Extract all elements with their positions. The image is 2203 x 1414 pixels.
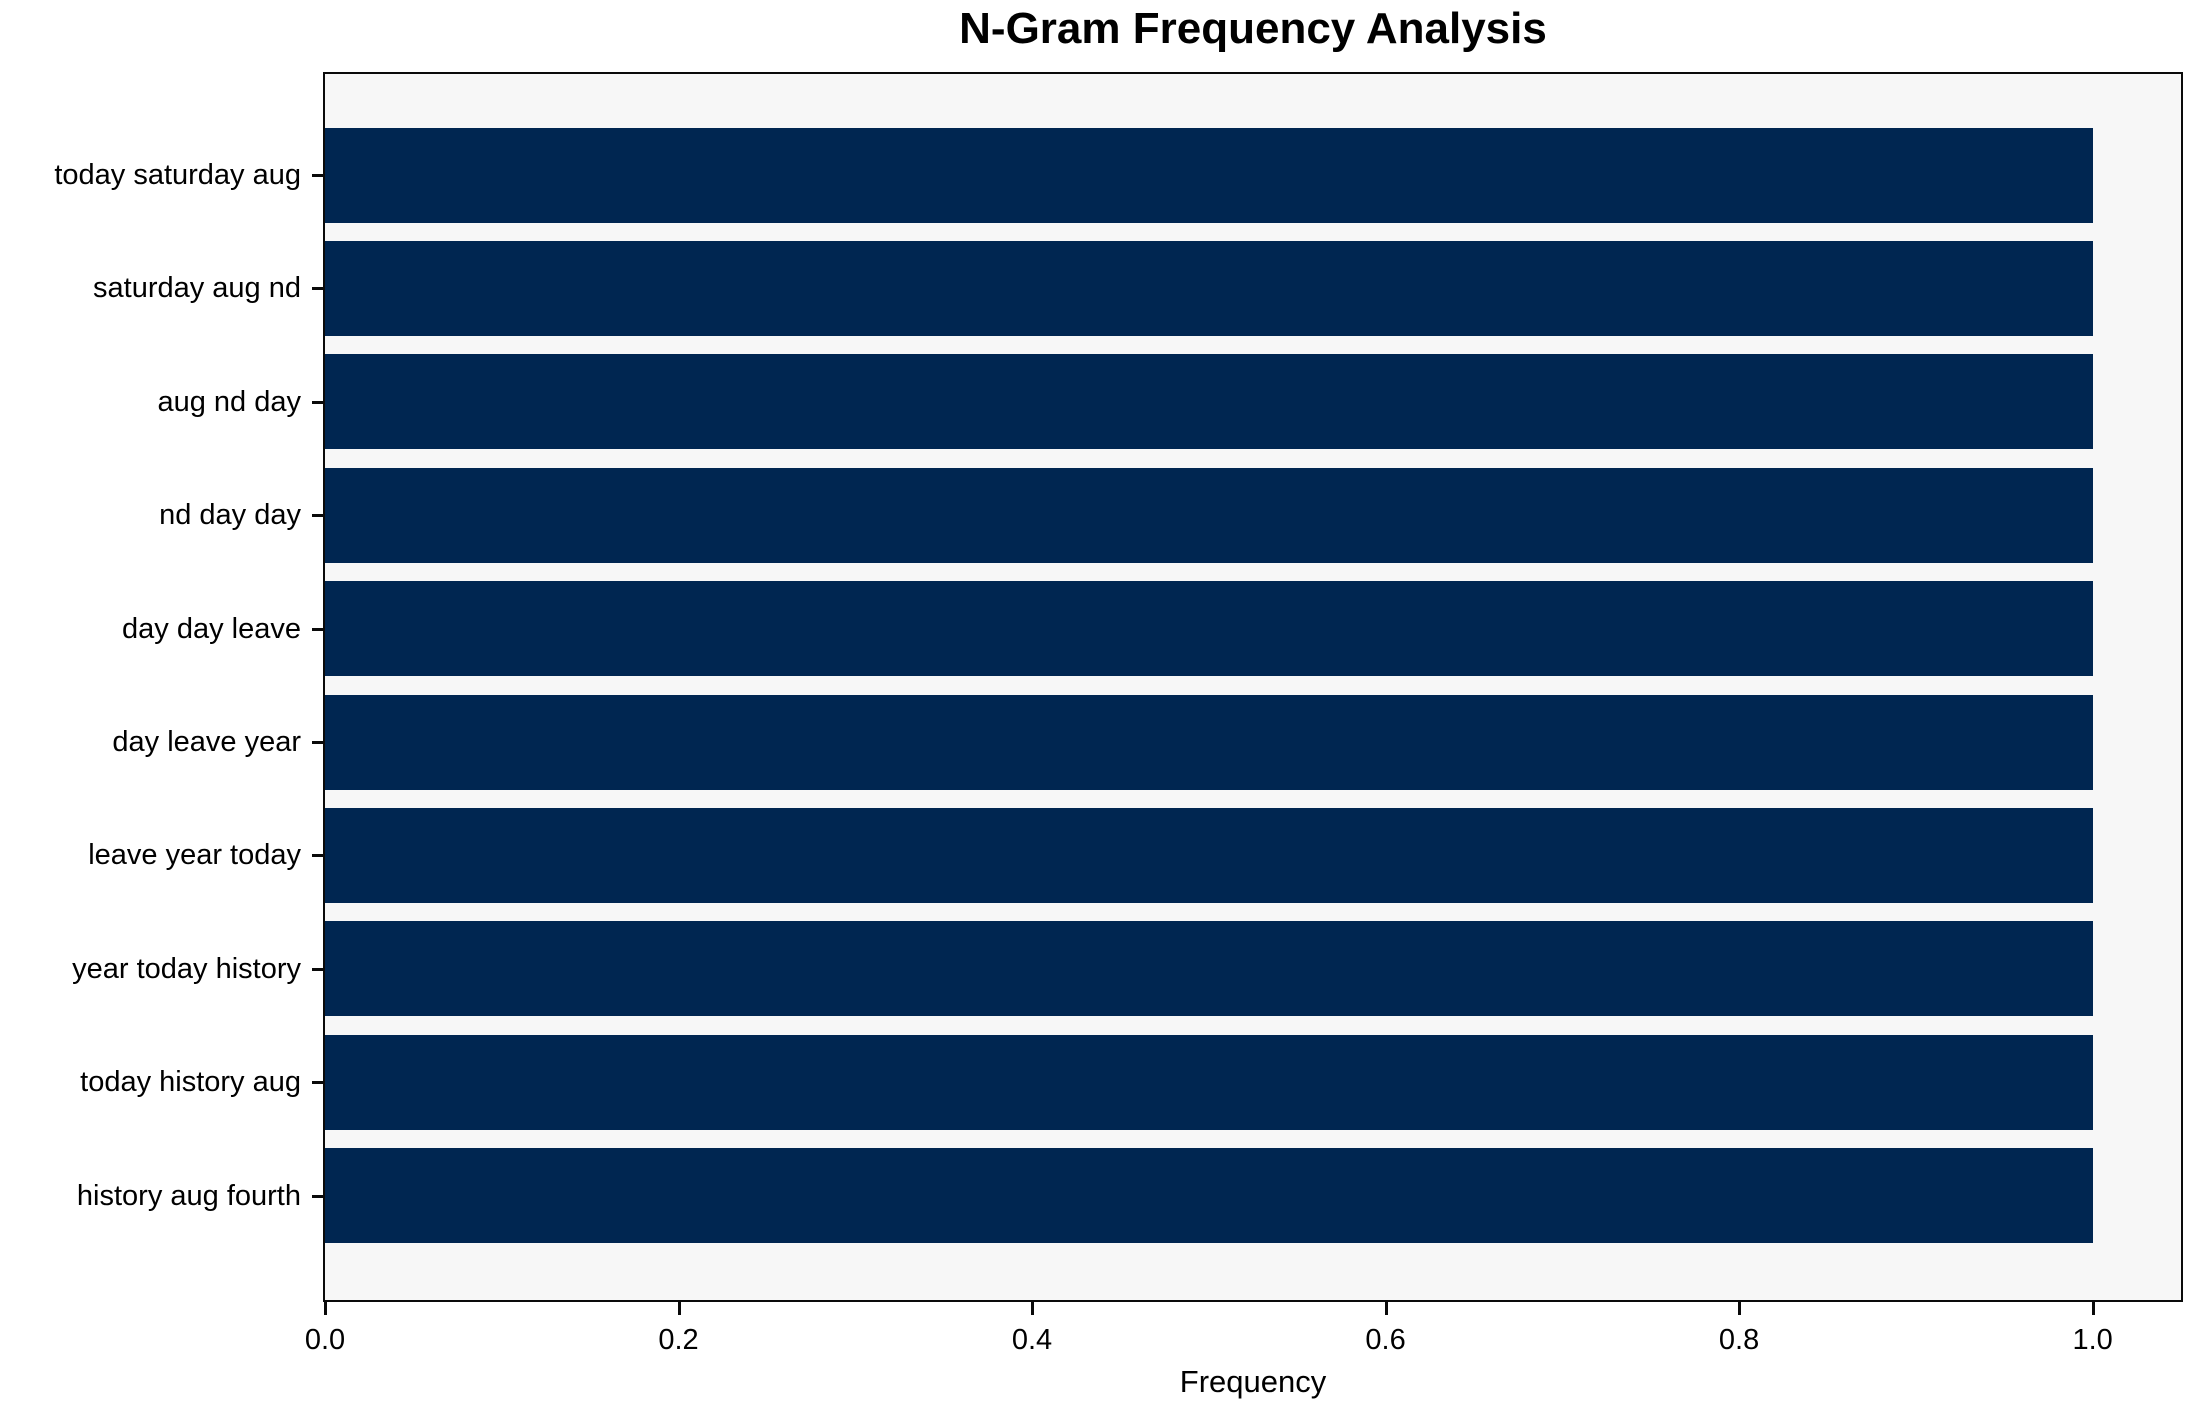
y-tick-mark <box>312 854 323 858</box>
chart-title: N-Gram Frequency Analysis <box>959 4 1547 53</box>
x-tick-label: 1.0 <box>2072 1324 2113 1356</box>
y-tick-mark <box>312 514 323 518</box>
y-tick-label: today saturday aug <box>54 159 301 191</box>
bar <box>325 354 2093 450</box>
bar <box>325 467 2093 563</box>
plot-area <box>323 72 2183 1302</box>
bar <box>325 921 2093 1017</box>
y-tick-label: today history aug <box>80 1066 301 1099</box>
y-tick-mark <box>312 741 323 744</box>
x-tick-mark <box>324 1302 327 1315</box>
y-tick-mark <box>312 627 323 631</box>
bar <box>325 807 2093 903</box>
y-tick-label: day day leave <box>122 612 301 645</box>
y-tick-mark <box>312 400 323 404</box>
x-tick-label: 0.0 <box>304 1324 346 1356</box>
x-tick-label: 0.2 <box>658 1324 699 1356</box>
y-tick-label: leave year today <box>88 839 301 872</box>
y-tick-mark <box>312 174 323 177</box>
x-tick-mark <box>677 1302 681 1315</box>
y-tick-mark <box>312 967 323 971</box>
x-tick-mark <box>1738 1302 1742 1315</box>
x-tick-label: 0.4 <box>1011 1324 1053 1356</box>
x-tick-mark <box>2091 1302 2095 1315</box>
x-axis-label: Frequency <box>1179 1364 1327 1399</box>
x-tick-mark <box>1384 1302 1388 1315</box>
y-tick-label: aug nd day <box>157 385 301 418</box>
y-tick-mark <box>312 287 323 291</box>
y-tick-mark <box>312 1194 323 1198</box>
x-tick-label: 0.6 <box>1365 1324 1406 1356</box>
y-tick-label: nd day day <box>159 499 301 532</box>
bar <box>325 1034 2093 1130</box>
y-tick-label: history aug fourth <box>76 1179 301 1212</box>
y-tick-label: day leave year <box>112 726 301 758</box>
x-tick-mark <box>1031 1302 1035 1315</box>
y-tick-mark <box>312 1081 323 1085</box>
bar <box>325 127 2093 223</box>
bar <box>325 581 2093 677</box>
x-tick-label: 0.8 <box>1718 1324 1760 1356</box>
bar <box>325 694 2093 790</box>
y-tick-label: saturday aug nd <box>93 272 301 305</box>
bar <box>325 240 2093 336</box>
y-tick-label: year today history <box>72 952 301 985</box>
bar <box>325 1148 2093 1244</box>
